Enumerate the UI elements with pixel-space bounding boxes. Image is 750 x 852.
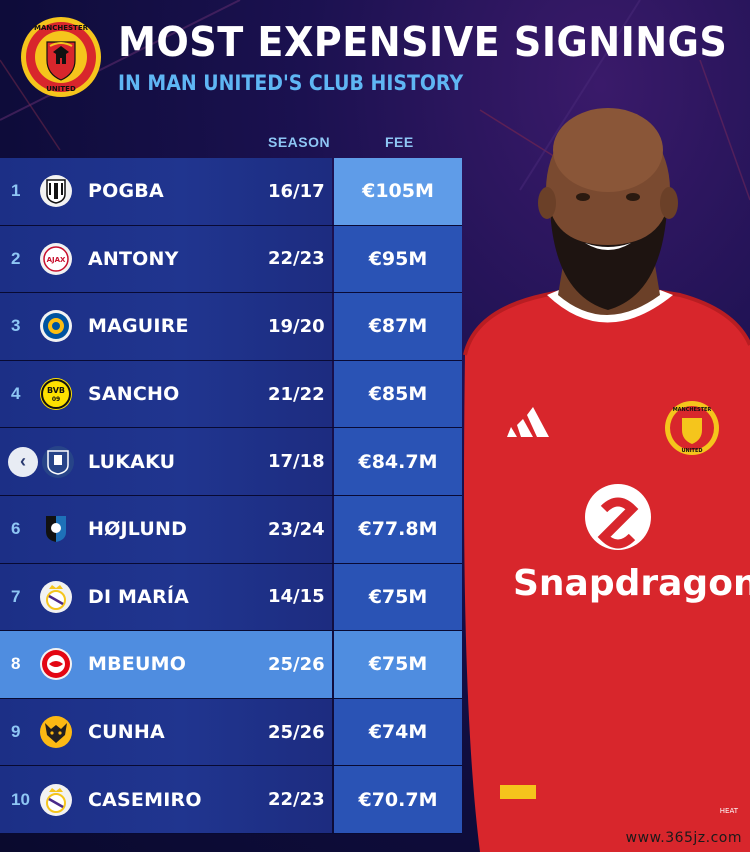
everton-badge-icon: [42, 445, 74, 478]
row-fee: €74M: [334, 698, 462, 766]
juventus-badge-icon: [40, 175, 72, 208]
sponsor-text: Snapdragon: [513, 563, 750, 604]
brentford-badge-icon: [40, 648, 72, 681]
player-name: CUNHA: [88, 721, 165, 744]
row-rank: 8: [11, 654, 21, 674]
row-season: 22/23: [268, 789, 325, 811]
row-rank: 10: [11, 789, 30, 809]
table-row: 7 DI MARÍA 14/15 €75M: [0, 563, 462, 632]
row-fee: €105M: [334, 158, 462, 225]
column-header-season: SEASON: [268, 134, 331, 150]
player-name: HØJLUND: [88, 518, 188, 541]
player-photo: MANCHESTER UNITED Snapdragon HEAT: [463, 108, 750, 852]
man-united-crest-icon: MANCHESTER UNITED: [21, 17, 101, 97]
row-rank: 7: [11, 586, 21, 606]
atalanta-badge-icon: [40, 513, 72, 545]
column-header-fee: FEE: [385, 134, 414, 150]
table-row: 10 CASEMIRO 22/23 €70.7M: [0, 766, 462, 834]
table-row: 1 POGBA 16/17 €105M: [0, 158, 462, 226]
row-season: 16/17: [268, 180, 325, 202]
ajax-badge-icon: AJAX: [40, 242, 72, 275]
row-rank: 6: [11, 519, 21, 539]
table-row: 4 BVB 09 SANCHO 21/22 €85M: [0, 360, 462, 429]
player-name: POGBA: [88, 180, 164, 203]
row-fee: €75M: [334, 563, 462, 631]
page-subtitle: IN MAN UNITED'S CLUB HISTORY: [118, 71, 464, 95]
table-row: 6 HØJLUND 23/24 €77.8M: [0, 495, 462, 564]
table-row: 8 MBEUMO 25/26 €75M: [0, 631, 462, 699]
wolves-badge-icon: [40, 716, 72, 749]
player-name: ANTONY: [88, 247, 179, 270]
svg-text:HEAT: HEAT: [720, 807, 739, 815]
row-rank: 3: [11, 316, 21, 336]
real-madrid-badge-icon: [40, 580, 72, 613]
dortmund-badge-icon: BVB 09: [40, 378, 72, 411]
player-name: DI MARÍA: [88, 585, 190, 608]
svg-text:AJAX: AJAX: [47, 256, 66, 264]
player-name: CASEMIRO: [88, 788, 202, 811]
row-season: 25/26: [268, 721, 325, 743]
row-fee: €87M: [334, 293, 462, 360]
real-madrid-badge-icon: [40, 783, 72, 816]
row-rank: 1: [11, 181, 21, 201]
row-fee: €70.7M: [334, 766, 462, 833]
row-season: 23/24: [268, 518, 325, 540]
svg-text:BVB: BVB: [47, 386, 65, 395]
sponsor-logo-icon: [585, 484, 651, 550]
svg-text:09: 09: [52, 396, 60, 403]
player-name: MAGUIRE: [88, 315, 189, 338]
row-season: 21/22: [268, 383, 325, 405]
shirt-crest-icon: MANCHESTER UNITED: [665, 401, 719, 455]
back-arrow-button[interactable]: ‹: [8, 446, 38, 477]
row-fee: €75M: [334, 631, 462, 698]
svg-text:UNITED: UNITED: [46, 85, 76, 93]
table-row: ‹ LUKAKU 17/18 €84.7M: [0, 428, 462, 496]
table-row: 3 MAGUIRE 19/20 €87M: [0, 293, 462, 361]
row-season: 19/20: [268, 315, 325, 337]
row-season: 22/23: [268, 248, 325, 270]
row-fee: €95M: [334, 225, 462, 293]
row-fee: €84.7M: [334, 428, 462, 495]
watermark: www.365jz.com: [625, 830, 742, 846]
row-fee: €85M: [334, 360, 462, 428]
table-row: 9 CUNHA 25/26 €74M: [0, 698, 462, 767]
table-row: 2 AJAX ANTONY 22/23 €95M: [0, 225, 462, 294]
leicester-badge-icon: [40, 310, 72, 343]
signings-table: 1 POGBA 16/17 €105M 2 AJAX ANTONY 22/23 …: [0, 158, 462, 834]
row-rank: 2: [11, 248, 21, 268]
row-rank: 9: [11, 722, 21, 742]
svg-text:UNITED: UNITED: [681, 448, 702, 454]
row-rank: 4: [11, 384, 21, 404]
svg-text:MANCHESTER: MANCHESTER: [34, 24, 89, 32]
row-fee: €77.8M: [334, 495, 462, 563]
row-season: 25/26: [268, 653, 325, 675]
player-name: MBEUMO: [88, 653, 187, 676]
page-title: MOST EXPENSIVE SIGNINGS: [118, 18, 728, 66]
row-season: 14/15: [268, 586, 325, 608]
player-name: SANCHO: [88, 383, 180, 406]
row-season: 17/18: [268, 451, 325, 473]
svg-text:MANCHESTER: MANCHESTER: [673, 407, 712, 413]
adidas-logo-icon: [507, 407, 549, 437]
player-name: LUKAKU: [88, 450, 176, 473]
